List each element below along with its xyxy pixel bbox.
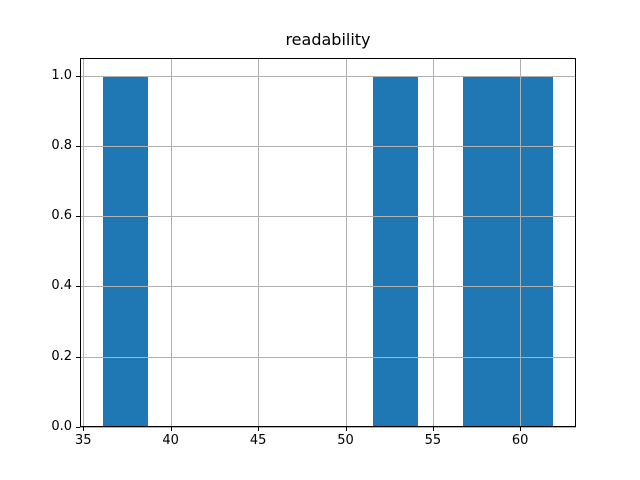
- y-gridline: [80, 427, 576, 428]
- x-gridline: [258, 58, 260, 427]
- y-tick-label: 0.6: [51, 208, 72, 224]
- x-gridline: [345, 58, 347, 427]
- x-tick-mark: [432, 427, 434, 431]
- y-tick-label: 0.2: [51, 348, 72, 364]
- plot-area: [80, 58, 576, 428]
- x-tick-label: 55: [424, 433, 442, 448]
- x-gridline: [83, 58, 85, 427]
- y-tick-mark: [76, 75, 80, 77]
- x-tick-mark: [170, 427, 172, 431]
- y-tick-mark: [76, 286, 80, 288]
- x-tick-label: 35: [75, 433, 92, 448]
- x-tick-label: 60: [511, 433, 529, 448]
- histogram-bar: [373, 75, 419, 427]
- histogram-bar: [508, 75, 554, 427]
- x-tick-label: 40: [162, 433, 179, 448]
- x-tick-mark: [258, 427, 260, 431]
- y-tick-mark: [76, 216, 80, 218]
- x-gridline: [432, 58, 434, 427]
- chart-title: readability: [285, 30, 371, 49]
- histogram-bar: [463, 75, 509, 427]
- x-gridline: [520, 58, 522, 427]
- y-gridline: [80, 75, 576, 77]
- y-tick-label: 0.4: [51, 278, 72, 294]
- y-tick-mark: [76, 427, 80, 428]
- y-tick-mark: [76, 145, 80, 147]
- y-gridline: [80, 216, 576, 218]
- x-tick-mark: [520, 427, 522, 431]
- y-gridline: [80, 356, 576, 358]
- y-tick-label: 0.8: [51, 137, 72, 153]
- x-tick-label: 45: [249, 433, 267, 448]
- y-tick-label: 0.0: [51, 419, 72, 434]
- histogram-bar: [102, 75, 148, 427]
- x-tick-mark: [345, 427, 347, 431]
- x-gridline: [170, 58, 172, 427]
- y-tick-label: 1.0: [51, 67, 72, 83]
- x-tick-mark: [83, 427, 85, 431]
- y-gridline: [80, 286, 576, 288]
- y-tick-mark: [76, 356, 80, 358]
- y-gridline: [80, 145, 576, 147]
- x-tick-label: 50: [337, 433, 354, 448]
